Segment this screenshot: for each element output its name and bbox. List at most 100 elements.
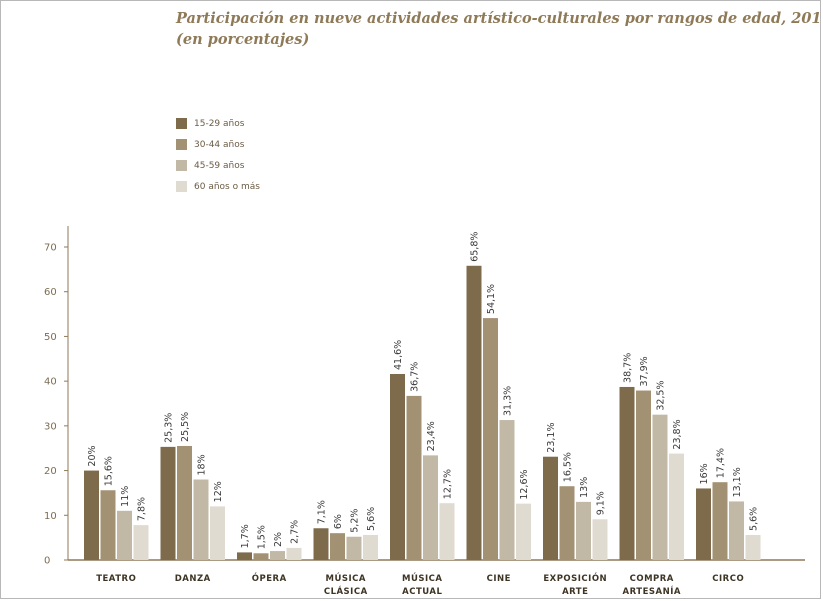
bar — [729, 501, 744, 560]
bar — [466, 265, 482, 560]
category-label: ÓPERA — [252, 572, 287, 584]
legend-item: 15-29 años — [176, 113, 260, 134]
data-label: 17,4% — [716, 448, 727, 478]
category-label: EXPOSICIÓN — [543, 572, 607, 584]
data-label: 25,3% — [164, 413, 175, 443]
bar — [210, 506, 225, 560]
data-label: 2% — [273, 532, 284, 547]
chart-title: Participación en nueve actividades artís… — [176, 8, 823, 50]
category-label: ACTUAL — [402, 587, 442, 597]
category-label: CLÁSICA — [324, 585, 368, 597]
data-label: 36,7% — [410, 362, 421, 392]
category-label: COMPRA — [630, 574, 674, 584]
bar — [237, 552, 252, 560]
y-tick-label: 20 — [44, 466, 57, 477]
y-tick-label: 10 — [44, 511, 57, 522]
bar — [652, 414, 668, 560]
bar — [177, 445, 192, 560]
data-label: 5,2% — [350, 509, 361, 533]
data-label: 7,8% — [137, 497, 148, 521]
bar — [160, 446, 176, 560]
data-label: 16% — [699, 463, 710, 484]
bar — [117, 510, 132, 560]
data-label: 20% — [87, 445, 98, 466]
data-label: 9,1% — [596, 491, 607, 515]
data-label: 5,6% — [366, 507, 377, 531]
bar — [423, 455, 438, 560]
bar — [636, 390, 651, 560]
bar — [712, 482, 728, 560]
y-tick-label: 50 — [44, 332, 57, 343]
legend-swatch — [176, 160, 187, 171]
data-label: 25,5% — [180, 412, 191, 442]
legend-item: 45-59 años — [176, 155, 260, 176]
y-tick-label: 30 — [44, 421, 57, 432]
data-label: 15,6% — [104, 456, 115, 486]
category-label: MÚSICA — [402, 572, 442, 584]
legend-item: 30-44 años — [176, 134, 260, 155]
data-label: 6% — [333, 514, 344, 529]
bar — [499, 420, 515, 560]
data-label: 1,5% — [257, 525, 268, 549]
category-label: ARTE — [562, 587, 588, 597]
y-tick-label: 40 — [44, 377, 57, 388]
chart-title-line-1: Participación en nueve actividades artís… — [176, 10, 823, 27]
chart-title-line-2: (en porcentajes) — [176, 31, 310, 48]
legend-label: 60 años o más — [194, 181, 260, 192]
bar — [330, 533, 345, 560]
y-tick-label: 0 — [44, 556, 50, 567]
y-tick-label: 60 — [44, 287, 57, 298]
category-label: DANZA — [175, 574, 211, 584]
bar — [193, 479, 209, 560]
bar — [483, 318, 498, 560]
category-label: CINE — [487, 574, 511, 584]
bar — [133, 525, 149, 560]
y-tick-label: 70 — [44, 243, 57, 254]
bar — [559, 486, 575, 560]
legend-item: 60 años o más — [176, 176, 260, 197]
data-label: 13% — [579, 477, 590, 498]
data-label: 16,5% — [563, 452, 574, 482]
chart-legend: 15-29 años 30-44 años 45-59 años 60 años… — [176, 113, 260, 197]
data-label: 37,9% — [639, 356, 650, 386]
data-label: 41,6% — [393, 340, 404, 370]
bar — [619, 386, 635, 560]
data-label: 54,1% — [486, 284, 497, 314]
legend-label: 45-59 años — [194, 160, 245, 171]
bar — [100, 490, 116, 560]
category-label: ARTESANÍA — [623, 585, 681, 597]
bar — [576, 501, 591, 560]
data-label: 7,1% — [317, 500, 328, 524]
data-label: 12,7% — [443, 469, 454, 499]
data-label: 31,3% — [503, 386, 514, 416]
legend-swatch — [176, 139, 187, 150]
bar — [346, 536, 362, 560]
category-label: TEATRO — [96, 574, 136, 584]
data-label: 11% — [120, 486, 131, 507]
data-label: 1,7% — [240, 524, 251, 548]
bar — [669, 453, 684, 560]
bar — [84, 470, 99, 560]
bar — [390, 373, 405, 560]
legend-swatch — [176, 118, 187, 129]
data-label: 38,7% — [623, 353, 634, 383]
bar — [592, 519, 608, 560]
legend-label: 15-29 años — [194, 118, 245, 129]
bar — [270, 551, 285, 560]
data-label: 32,5% — [656, 380, 667, 410]
bar — [696, 488, 711, 560]
legend-swatch — [176, 181, 187, 192]
bar — [363, 534, 378, 560]
bar — [516, 503, 531, 560]
bar — [543, 456, 558, 560]
bar — [253, 553, 269, 560]
legend-label: 30-44 años — [194, 139, 245, 150]
data-label: 13,1% — [732, 467, 743, 497]
data-label: 65,8% — [470, 232, 481, 262]
bar — [439, 503, 455, 560]
data-label: 12% — [213, 481, 224, 502]
category-label: MÚSICA — [326, 572, 366, 584]
data-label: 23,1% — [546, 423, 557, 453]
